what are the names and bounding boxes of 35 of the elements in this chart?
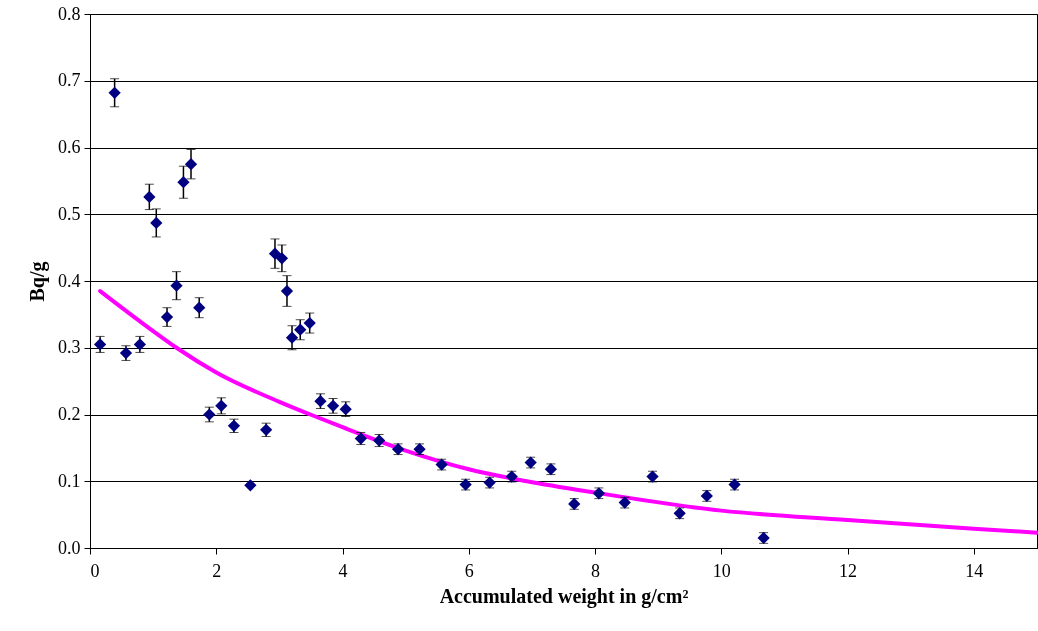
y-axis-title: Bq/g xyxy=(26,261,49,302)
x-tick-label: 8 xyxy=(591,560,601,581)
y-tick-label: 0.6 xyxy=(58,137,81,157)
point xyxy=(268,247,282,260)
point xyxy=(275,252,289,265)
point xyxy=(160,310,174,324)
y-tick-label: 0.5 xyxy=(58,203,81,224)
x-tick-label: 0 xyxy=(90,560,100,581)
point xyxy=(170,279,183,292)
point xyxy=(150,216,163,230)
x-tick-label: 4 xyxy=(338,560,348,581)
x-tick-label: 6 xyxy=(464,560,474,581)
x-tick-label: 10 xyxy=(712,560,731,581)
x-tick-label: 14 xyxy=(965,560,984,581)
point xyxy=(193,301,206,314)
point xyxy=(108,86,121,99)
point xyxy=(303,316,316,330)
y-tick-label: 0.4 xyxy=(58,270,81,291)
point xyxy=(280,284,294,298)
point xyxy=(143,190,156,204)
y-tick-label: 0.1 xyxy=(58,470,81,491)
point xyxy=(244,479,257,492)
y-tick-label: 0.2 xyxy=(58,404,81,424)
point xyxy=(294,323,307,336)
x-axis-title: Accumulated weight in g/cm² xyxy=(439,584,689,608)
y-tick-label: 0.3 xyxy=(58,337,81,358)
line-series xyxy=(98,289,1038,535)
y-tick-label: 0.0 xyxy=(58,537,81,558)
point xyxy=(184,158,198,171)
point xyxy=(177,176,190,189)
x-tick-label: 12 xyxy=(839,560,858,581)
y-tick-label: 0.8 xyxy=(58,3,81,24)
x-tick-label: 2 xyxy=(212,560,222,581)
y-tick-label: 0.7 xyxy=(58,70,81,91)
point xyxy=(285,331,299,344)
